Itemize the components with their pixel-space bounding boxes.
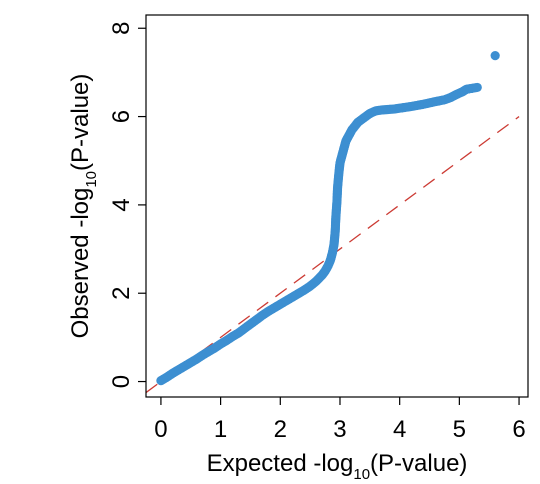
x-tick-label: 0 [154, 416, 167, 443]
data-points-layer [156, 51, 500, 386]
x-tick-label: 6 [512, 416, 525, 443]
x-tick-label: 1 [214, 416, 227, 443]
y-tick-label: 2 [108, 287, 135, 300]
x-axis: 0 1 2 3 4 5 6 [154, 397, 526, 443]
data-point [472, 82, 482, 93]
y-tick-label: 8 [108, 22, 135, 35]
plot-frame [145, 14, 529, 398]
y-tick-label: 6 [108, 110, 135, 123]
x-tick-label: 4 [393, 416, 406, 443]
y-tick-label: 4 [108, 198, 135, 211]
y-axis-label: Observed -log10(P-value) [67, 74, 100, 339]
data-point [490, 51, 500, 61]
x-tick-label: 2 [274, 416, 287, 443]
x-tick-label: 3 [333, 416, 346, 443]
y-tick-label: 0 [108, 375, 135, 388]
x-tick-label: 5 [453, 416, 466, 443]
x-axis-label: Expected -log10(P-value) [207, 450, 468, 483]
y-axis: 0 2 4 6 8 [108, 22, 146, 388]
